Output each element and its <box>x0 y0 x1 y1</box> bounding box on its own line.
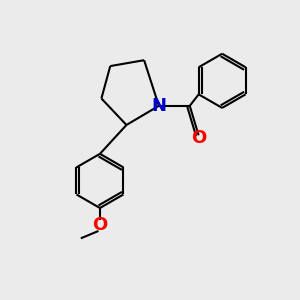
Text: O: O <box>92 216 108 234</box>
Text: O: O <box>191 129 206 147</box>
Text: N: N <box>151 97 166 115</box>
